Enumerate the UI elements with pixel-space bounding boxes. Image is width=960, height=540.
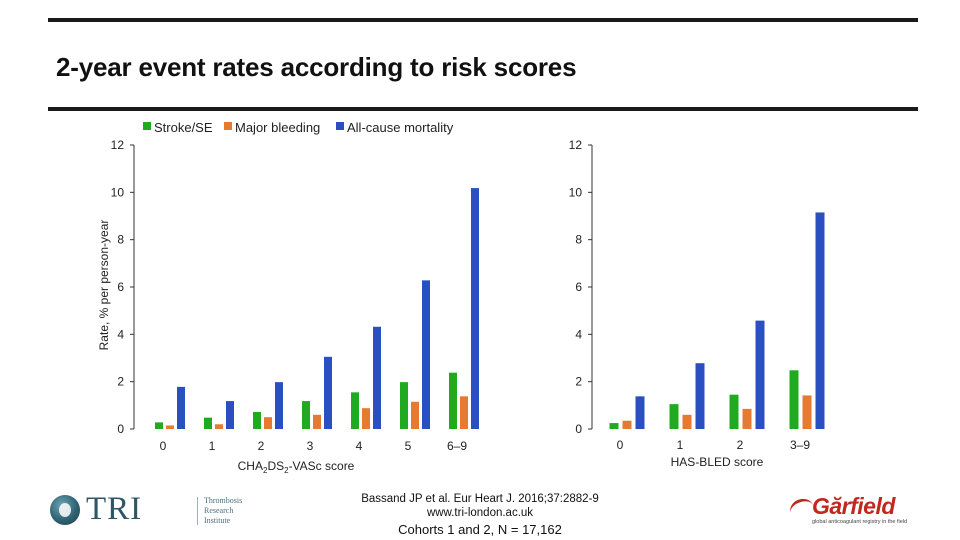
y-tick-label: 12 <box>569 138 583 152</box>
bar-stroke-se-2 <box>729 394 739 429</box>
y-tick-label: 8 <box>117 233 124 247</box>
bar-major-bleeding-2 <box>742 408 752 429</box>
legend-swatch <box>336 122 344 130</box>
bar-stroke-se-1 <box>669 404 679 429</box>
bar-major-bleeding-1 <box>215 424 223 429</box>
bar-major-bleeding-5 <box>411 401 419 429</box>
y-tick-label: 4 <box>117 327 124 341</box>
bar-all-cause-mortality-3 <box>324 356 332 429</box>
tri-logo-line-2: Research <box>204 506 234 515</box>
x-axis-label-part: -VASc score <box>289 459 355 473</box>
garfield-tagline: global anticoagulant registry in the fie… <box>812 519 908 525</box>
y-tick-label: 0 <box>575 422 582 436</box>
bar-all-cause-mortality-0 <box>177 386 185 429</box>
bar-major-bleeding-0 <box>166 425 174 429</box>
bar-all-cause-mortality-4 <box>373 326 381 429</box>
bar-all-cause-mortality-2 <box>755 320 765 429</box>
x-tick-label: 1 <box>209 439 216 453</box>
x-tick-label: 3 <box>307 439 314 453</box>
legend-swatch <box>224 122 232 130</box>
x-axis-label-part: 2 <box>263 466 268 475</box>
x-axis-label-part: DS <box>267 459 284 473</box>
y-tick-label: 0 <box>117 422 124 436</box>
bar-stroke-se-5 <box>400 382 408 429</box>
tri-logo: TRI Thrombosis Research Institute <box>50 491 242 529</box>
legend-label: Major bleeding <box>235 120 320 135</box>
bar-major-bleeding-3 <box>313 414 321 429</box>
y-tick-label: 6 <box>117 280 124 294</box>
y-tick-label: 4 <box>575 327 582 341</box>
bar-all-cause-mortality-2 <box>275 382 283 429</box>
x-axis-label: CHA2DS2-VASc score <box>238 459 355 475</box>
x-tick-label: 3–9 <box>790 438 810 452</box>
bar-major-bleeding-1 <box>682 414 692 429</box>
bar-all-cause-mortality-5 <box>422 280 430 429</box>
tri-emblem-icon <box>50 495 80 525</box>
bar-stroke-se-3 <box>302 401 310 429</box>
bar-stroke-se-0 <box>155 422 163 429</box>
y-tick-label: 10 <box>569 185 583 199</box>
tri-logo-line-3: Institute <box>204 516 231 525</box>
x-tick-label: 1 <box>677 438 684 452</box>
bar-major-bleeding-6–9 <box>460 396 468 429</box>
bar-major-bleeding-4 <box>362 408 370 429</box>
y-tick-label: 6 <box>575 280 582 294</box>
bar-major-bleeding-0 <box>622 420 632 429</box>
bar-stroke-se-1 <box>204 417 212 429</box>
y-tick-label: 2 <box>575 375 582 389</box>
tri-logo-divider <box>197 497 198 525</box>
x-axis-label: HAS-BLED score <box>671 455 764 469</box>
legend-label: All-cause mortality <box>347 120 454 135</box>
y-tick-label: 8 <box>575 233 582 247</box>
x-tick-label: 2 <box>258 439 265 453</box>
bar-major-bleeding-3–9 <box>802 395 812 429</box>
tri-logo-line-1: Thrombosis <box>204 496 243 505</box>
bar-stroke-se-6–9 <box>449 372 457 429</box>
bar-all-cause-mortality-3–9 <box>815 212 825 429</box>
y-axis-label: Rate, % per person-year <box>97 220 111 351</box>
chart-legend: Stroke/SE Major bleeding All-cause mortali… <box>143 120 454 135</box>
bar-stroke-se-3–9 <box>789 370 799 429</box>
y-tick-label: 10 <box>111 185 125 199</box>
x-tick-label: 2 <box>737 438 744 452</box>
top-rule <box>48 18 918 22</box>
bar-major-bleeding-2 <box>264 417 272 429</box>
x-tick-label: 4 <box>356 439 363 453</box>
y-tick-label: 2 <box>117 375 124 389</box>
title-underline-rule <box>48 107 918 111</box>
bar-all-cause-mortality-1 <box>226 401 234 429</box>
legend-swatch <box>143 122 151 130</box>
x-axis-label-part: 2 <box>284 466 289 475</box>
citation-block: Bassand JP et al. Eur Heart J. 2016;37:2… <box>340 492 620 520</box>
citation-url[interactable]: www.tri-london.ac.uk <box>426 507 534 519</box>
x-axis-label-part: CHA <box>238 459 263 473</box>
citation-text: Bassand JP et al. Eur Heart J. 2016;37:2… <box>361 493 599 505</box>
garfield-logo-text: Gărfield <box>812 493 895 519</box>
bar-all-cause-mortality-1 <box>695 363 705 429</box>
tri-logo-text: TRI <box>86 491 143 527</box>
cohorts-note: Cohorts 1 and 2, N = 17,162 <box>398 522 562 537</box>
x-tick-label: 0 <box>617 438 624 452</box>
bar-stroke-se-2 <box>253 411 261 429</box>
bar-all-cause-mortality-0 <box>635 396 645 429</box>
y-tick-label: 12 <box>111 138 125 152</box>
bar-stroke-se-0 <box>609 423 619 429</box>
page-title: 2-year event rates according to risk sco… <box>56 52 577 82</box>
x-tick-label: 0 <box>160 439 167 453</box>
x-tick-label: 6–9 <box>447 439 467 453</box>
legend-label: Stroke/SE <box>154 120 213 135</box>
bar-stroke-se-4 <box>351 392 359 429</box>
garfield-logo: Gărfield global anticoagulant registry i… <box>787 493 920 531</box>
bar-all-cause-mortality-6–9 <box>471 188 479 429</box>
x-tick-label: 5 <box>405 439 412 453</box>
